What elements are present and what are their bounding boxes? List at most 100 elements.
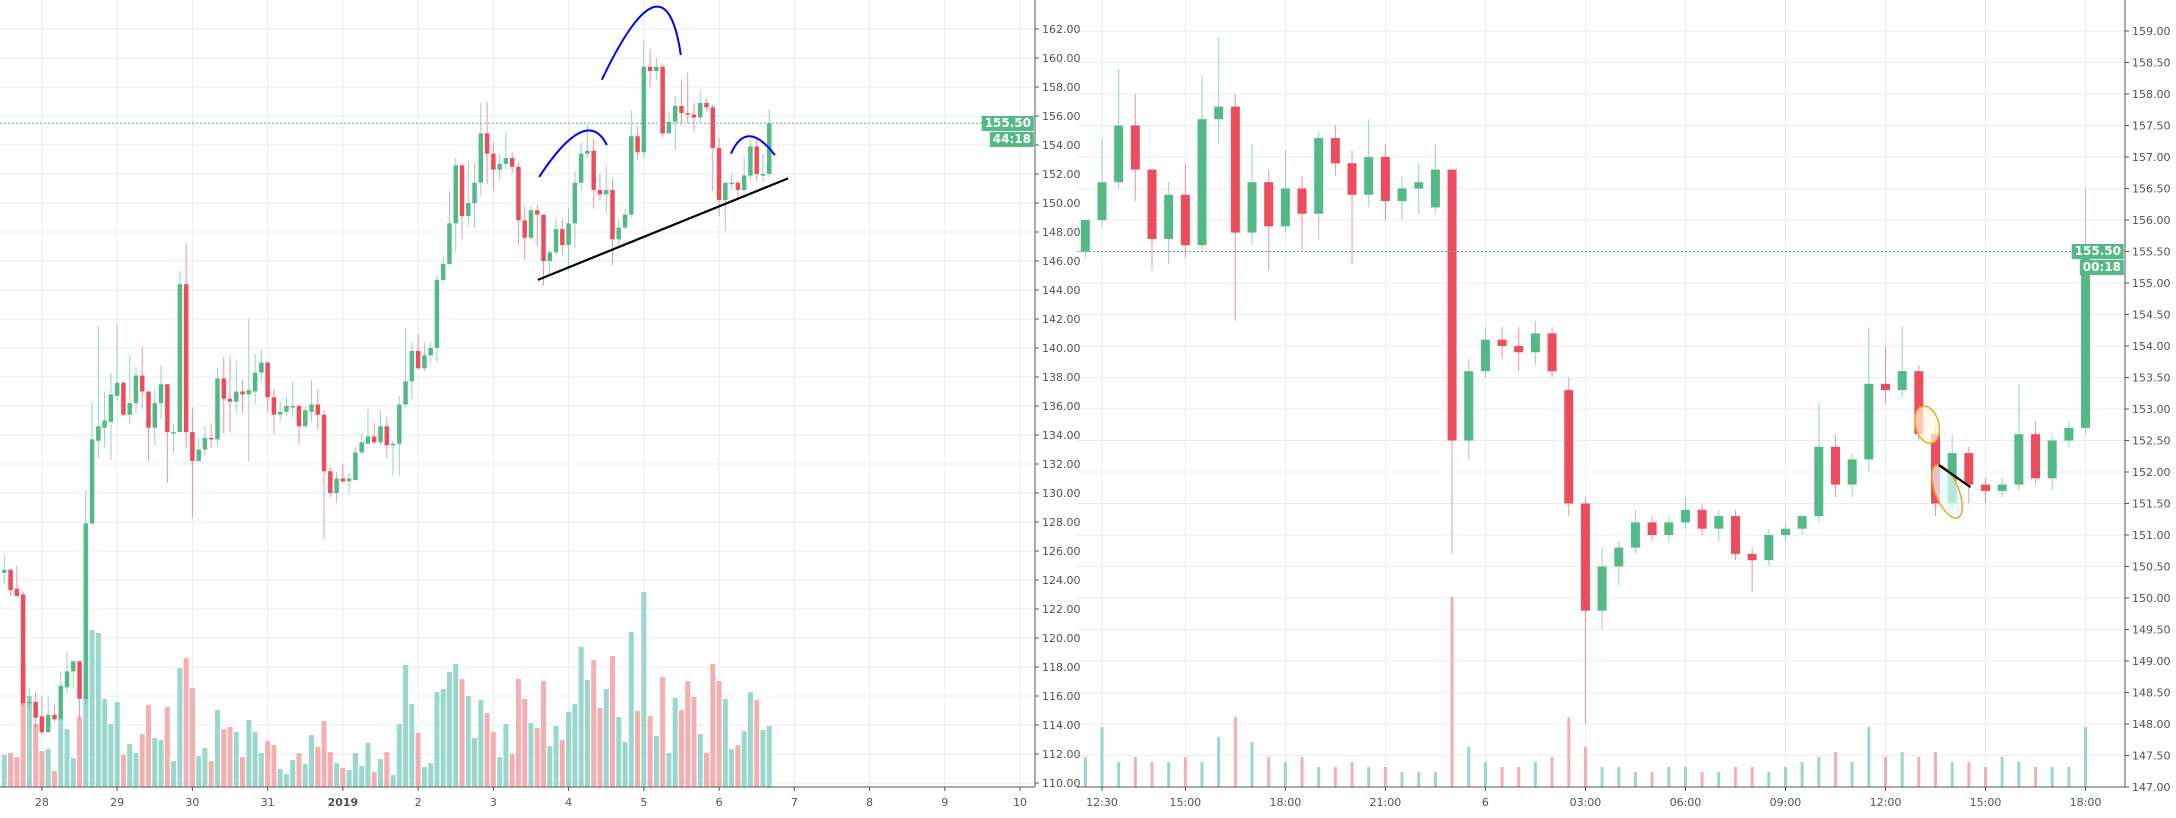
volume-bar [584,680,590,787]
left-countdown-tag: 44:18 [989,132,1034,147]
volume-bar [1200,762,1204,787]
price-tick-label: 140.00 [1042,342,1081,355]
volume-bar [559,740,565,787]
volume-bar [371,772,377,787]
candle-body [2064,427,2074,441]
volume-bar [747,692,753,787]
candle-body [1680,509,1690,523]
price-tick-label: 149.00 [2132,655,2171,668]
price-tick-label: 156.50 [2132,183,2171,196]
volume-bar [534,728,540,787]
right-countdown-tag: 00:18 [2079,260,2124,275]
candle-body [403,381,408,405]
candle-body [516,166,521,221]
price-tick-label: 156.00 [2132,214,2171,227]
volume-bar [1467,747,1471,787]
candle-body [440,263,446,280]
volume-bar [1500,767,1504,787]
candle-body [484,133,490,154]
candle-body [1964,453,1974,485]
left-chart-pane[interactable] [0,0,1035,787]
volume-bar [541,681,547,787]
volume-bar [202,748,208,787]
price-tick-label: 116.00 [1042,690,1081,703]
candle-body [1464,371,1474,441]
candle-body [252,372,258,392]
price-tick-label: 151.00 [2132,529,2171,542]
candle-body [1430,169,1440,208]
candle-body [1214,106,1224,120]
time-tick-label: 8 [866,796,873,809]
volume-bar [33,724,39,787]
volume-bar [1400,772,1404,787]
candle-body [371,436,377,443]
candle-body [240,391,245,395]
time-tick-label: 29 [110,796,124,809]
volume-bar [660,677,666,787]
volume-bar [754,700,760,787]
candle-body [735,182,741,190]
right-chart-pane[interactable] [1077,0,2125,787]
candle-body [1330,138,1340,164]
price-tick-label: 162.00 [1042,23,1081,36]
candle-body [265,362,270,398]
volume-bar [578,647,584,787]
price-tick-label: 136.00 [1042,400,1081,413]
time-tick-label: 15:00 [1970,796,2002,809]
price-tick-label: 152.00 [1042,168,1081,181]
candle-body [102,420,107,428]
volume-bar [321,721,327,787]
candle-body [1114,125,1124,183]
candle-body [1597,566,1607,611]
volume-bar [710,664,716,787]
price-tick-label: 153.50 [2132,372,2171,385]
candle-body [415,350,421,369]
volume-bar [1367,767,1371,787]
candle-body [133,375,139,404]
candle-body [20,594,26,704]
candle-body [472,182,477,203]
candle-body [309,404,314,412]
candle-body [183,284,189,433]
volume-bar [434,692,440,787]
volume-bar [566,712,572,787]
volume-bar [1934,752,1937,787]
volume-bar [741,731,747,787]
volume-bar [1850,762,1854,787]
volume-bar [509,754,515,787]
volume-bar [265,741,271,787]
time-tick-label: 2019 [328,796,359,809]
candle-body [14,588,20,596]
right-last-price-tag: 155.50 [2071,244,2124,259]
volume-bar [296,753,302,787]
volume-bar [1100,727,1104,787]
candle-body [729,182,734,185]
candle-body [384,426,390,446]
volume-bar [26,696,32,787]
arc-annotation [538,129,608,178]
candle-body [108,394,114,422]
candle-body [365,436,371,444]
candle-body [152,403,158,428]
price-tick-label: 122.00 [1042,603,1081,616]
volume-bar [1317,767,1321,787]
candle-body [741,175,747,190]
candle-body [585,150,590,154]
volume-bar [365,743,371,787]
volume-bar [1833,752,1837,787]
candle-body [315,404,321,415]
candle-body [1147,169,1157,239]
candle-body [597,189,603,195]
volume-bar [277,769,283,787]
volume-bar [497,757,503,787]
volume-bar [503,724,509,787]
candle-body [158,384,164,404]
left-plot-area [0,0,1035,787]
time-tick-label: 15:00 [1169,796,1201,809]
candle-body [33,701,38,718]
candle-body [447,223,452,264]
volume-bar [258,753,264,787]
candle-body [353,452,358,480]
volume-bar [1667,767,1671,787]
